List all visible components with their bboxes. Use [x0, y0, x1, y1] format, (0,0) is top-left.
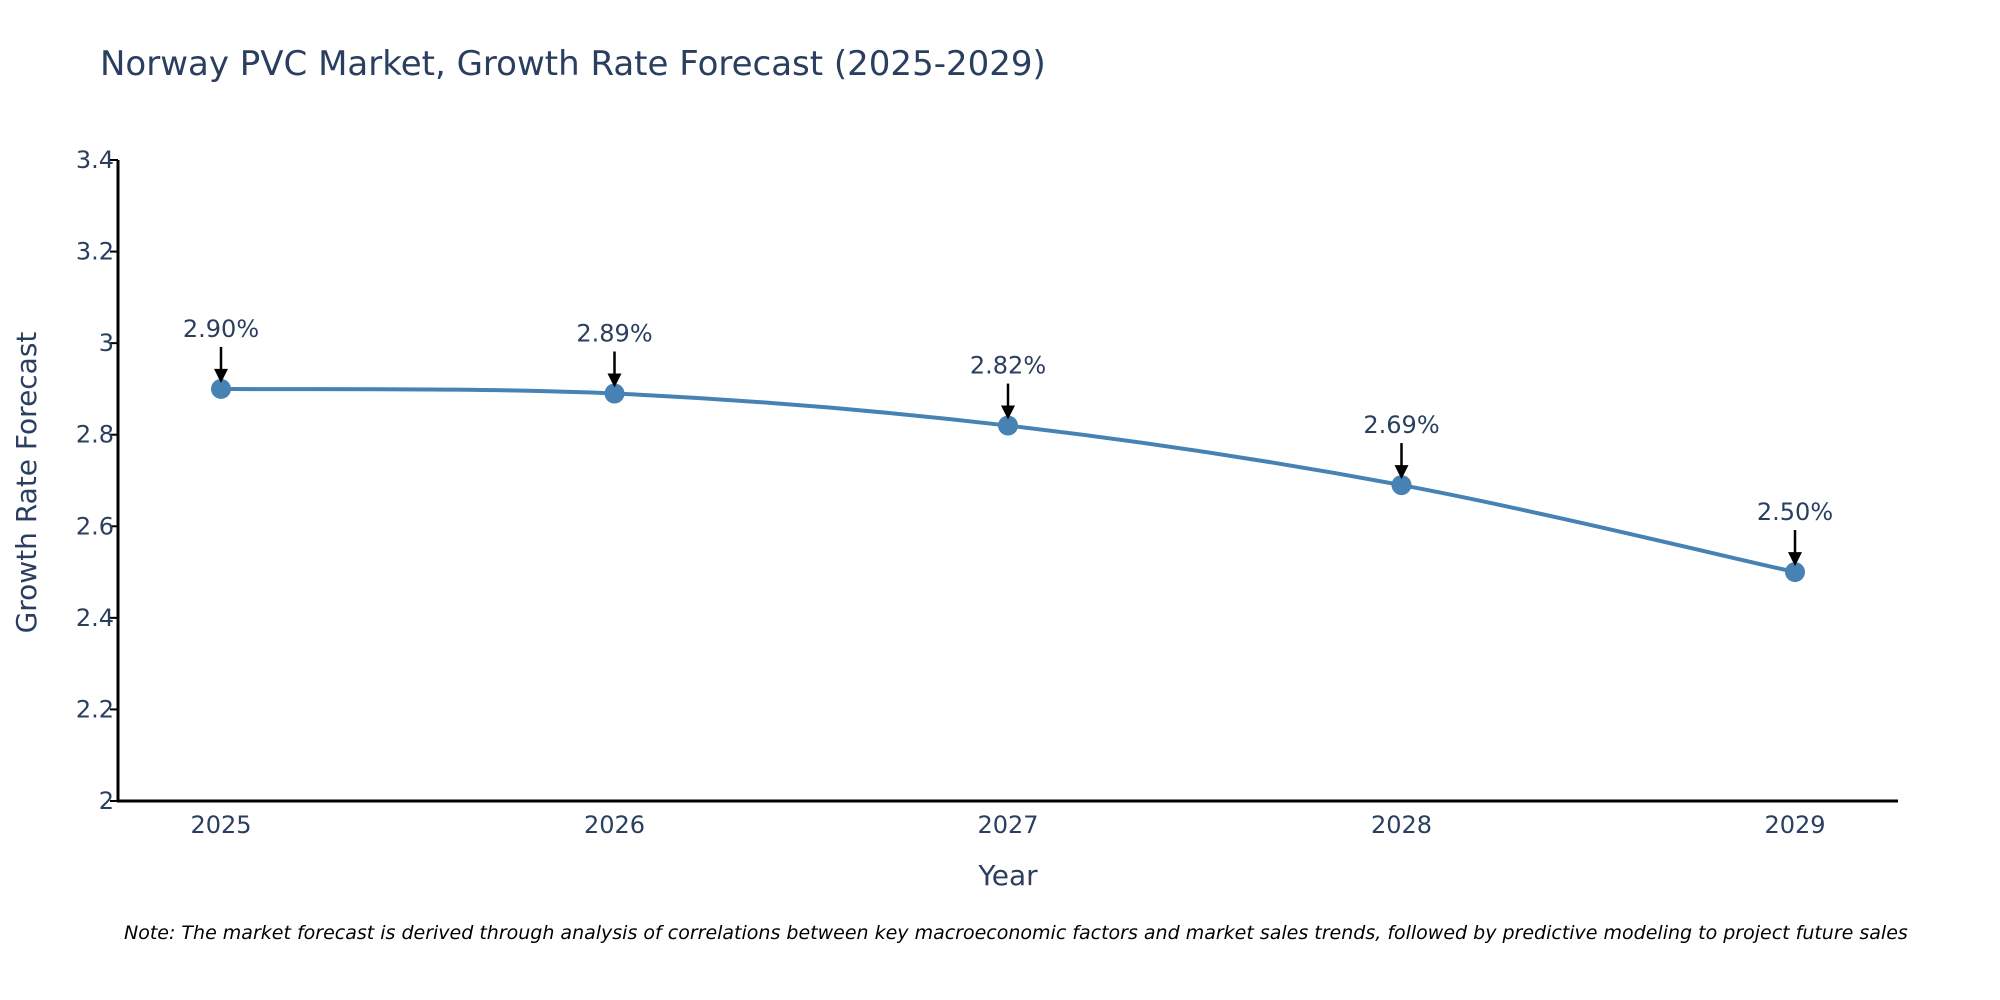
footnote: Note: The market forecast is derived thr…: [124, 922, 1908, 944]
x-tick-label: 2028: [1371, 811, 1432, 839]
data-label-2029: 2.50%: [1757, 498, 1833, 526]
x-axis-title: Year: [977, 859, 1038, 892]
data-label-2027: 2.82%: [970, 352, 1046, 380]
y-tick-label: 2.8: [76, 421, 114, 449]
annotation-arrow-head: [1394, 465, 1409, 480]
x-tick-label: 2026: [584, 811, 645, 839]
series-layer: [211, 378, 1805, 583]
annotation-layer: 2.90% 2.89% 2.82% 2.69% 2.50%: [183, 315, 1833, 567]
y-axis-title: Growth Rate Forecast: [10, 332, 43, 634]
y-tick-label: 2.4: [76, 604, 114, 632]
annotation-arrow-head: [214, 368, 228, 383]
x-tick-label: 2025: [190, 811, 251, 839]
y-tick-label: 3: [99, 329, 114, 357]
y-tick-label: 2: [99, 787, 114, 815]
y-tick-label: 2.6: [76, 512, 114, 540]
data-point-2029[interactable]: [1785, 562, 1805, 583]
data-point-2027[interactable]: [998, 415, 1018, 436]
annotation-arrow-head: [1001, 405, 1015, 420]
x-tick-label: 2027: [977, 811, 1038, 839]
axes-layer: 2 2.2 2.4 2.6 2.8 3 3.2 3.4 2025 2026 2027 2028 2029…: [10, 146, 1898, 892]
x-tick-label: 2029: [1764, 811, 1825, 839]
y-tick-label: 3.4: [76, 146, 114, 174]
annotation-arrow-head: [1788, 552, 1802, 567]
annotation-arrow-head: [607, 373, 622, 388]
chart-title: Norway PVC Market, Growth Rate Forecast …: [100, 44, 1046, 84]
data-label-2025: 2.90%: [183, 315, 259, 343]
data-point-2025[interactable]: [211, 378, 231, 399]
data-point-2026[interactable]: [604, 383, 625, 404]
y-tick-label: 2.2: [76, 695, 114, 723]
data-label-2026: 2.89%: [576, 320, 652, 348]
data-point-2028[interactable]: [1391, 475, 1412, 496]
data-label-2028: 2.69%: [1363, 411, 1439, 439]
y-tick-label: 3.2: [76, 238, 114, 266]
